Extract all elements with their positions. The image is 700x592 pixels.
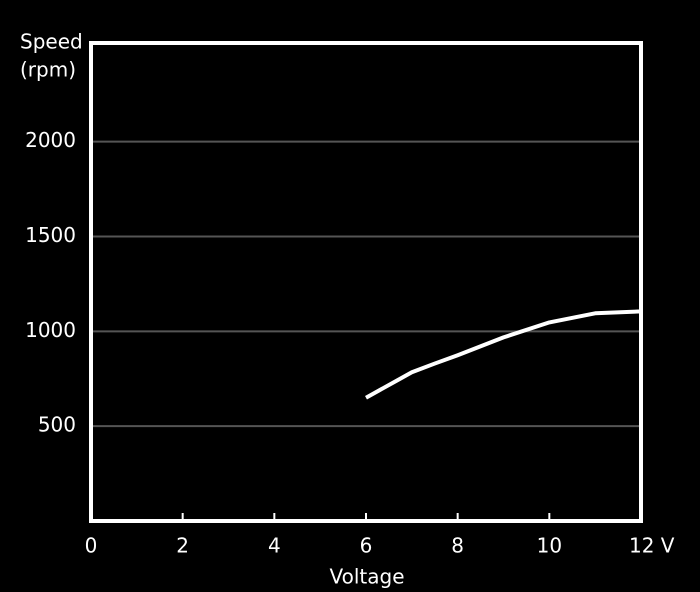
plot-frame <box>89 41 643 523</box>
data-line <box>365 309 642 400</box>
x-tick-label: 6 <box>360 534 373 558</box>
y-tick-label: 1500 <box>25 223 76 247</box>
x-tick-label: 0 <box>85 534 98 558</box>
x-tick-label: 10 <box>537 534 562 558</box>
x-tick-label: 8 <box>451 534 464 558</box>
y-tick-label: 500 <box>38 413 76 437</box>
y-tick-label: 1000 <box>25 318 76 342</box>
y-tick-label: 2000 <box>25 128 76 152</box>
x-tick-label: 12 V <box>629 534 675 558</box>
x-tick-label: 4 <box>268 534 281 558</box>
x-axis-label: Voltage <box>329 565 404 589</box>
y-axis-label: Speed <box>20 30 83 54</box>
y-axis-label: (rpm) <box>20 58 76 82</box>
x-tick-label: 2 <box>176 534 189 558</box>
